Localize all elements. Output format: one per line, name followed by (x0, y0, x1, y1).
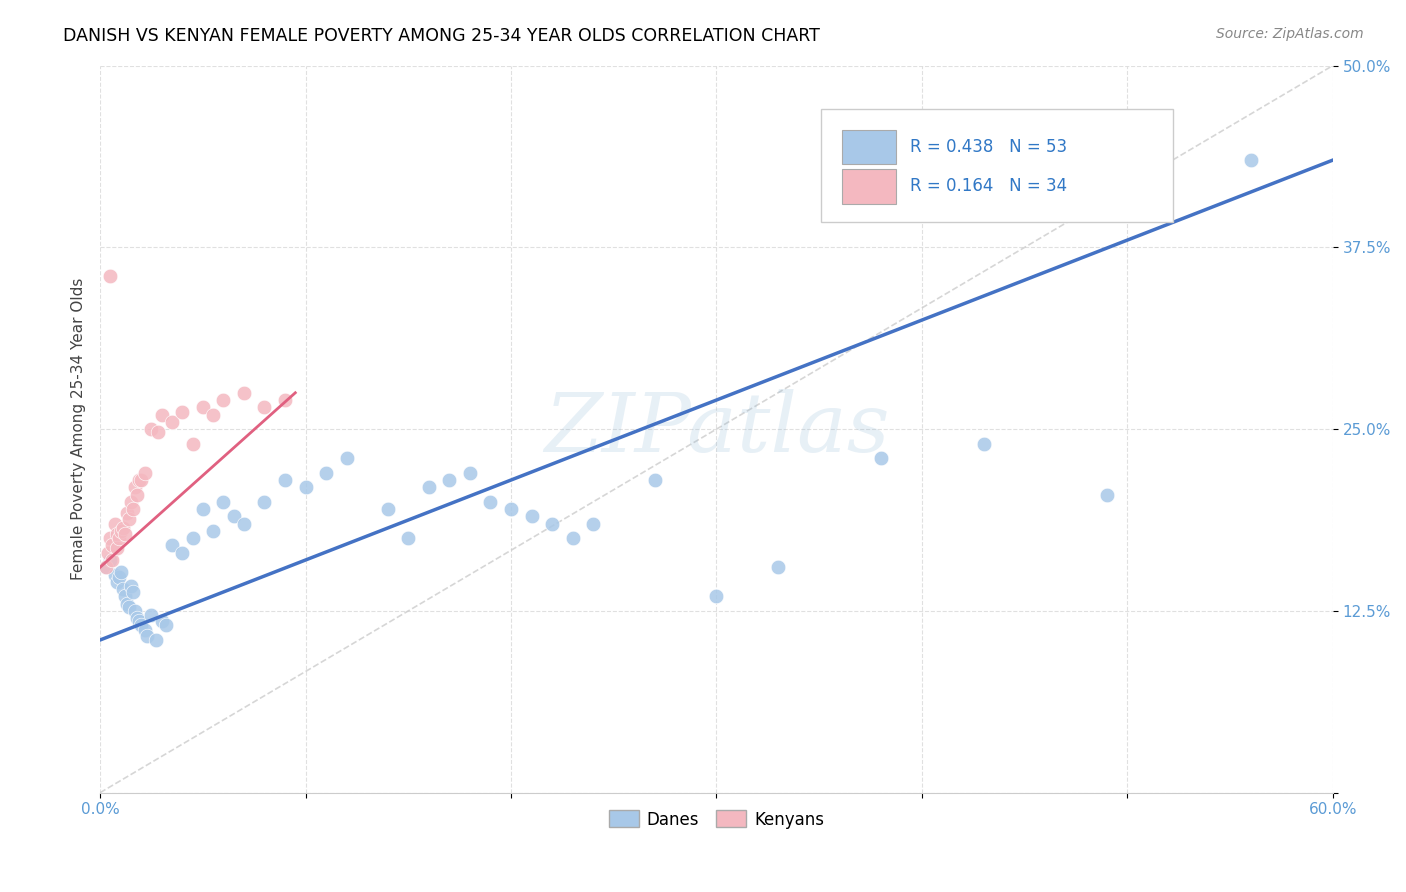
Point (110, 524, 132, 538)
Point (127, 487, 149, 501)
Point (202, 524, 225, 538)
Point (114, 590, 136, 604)
Point (141, 422, 163, 436)
Point (124, 480, 146, 494)
FancyBboxPatch shape (842, 129, 897, 164)
Point (122, 502, 145, 516)
Point (418, 480, 440, 494)
Point (103, 516, 125, 531)
Point (172, 546, 194, 560)
Text: R = 0.438   N = 53: R = 0.438 N = 53 (910, 138, 1067, 156)
Point (212, 392, 235, 407)
Point (869, 451, 891, 466)
Point (129, 473, 152, 487)
Point (105, 526, 128, 541)
Point (122, 585, 145, 599)
Point (128, 473, 150, 487)
Point (499, 502, 522, 516)
Point (96, 560, 118, 574)
Point (105, 541, 128, 556)
Point (115, 597, 138, 611)
Point (111, 521, 134, 535)
Point (561, 531, 583, 545)
Point (124, 604, 146, 618)
Point (101, 538, 124, 552)
Point (644, 473, 666, 487)
FancyBboxPatch shape (821, 109, 1173, 222)
Point (253, 401, 276, 415)
Point (129, 618, 152, 632)
Point (232, 516, 254, 531)
Point (541, 516, 564, 531)
Point (146, 425, 169, 439)
Point (315, 466, 337, 480)
Point (1095, 487, 1118, 501)
Point (118, 512, 141, 526)
Point (191, 401, 214, 415)
Point (111, 582, 134, 596)
Point (294, 480, 316, 494)
FancyBboxPatch shape (842, 169, 897, 203)
Point (160, 415, 183, 429)
Point (172, 405, 194, 419)
Point (222, 509, 245, 524)
Point (253, 495, 276, 509)
Y-axis label: Female Poverty Among 25-34 Year Olds: Female Poverty Among 25-34 Year Olds (72, 278, 86, 581)
Point (479, 495, 502, 509)
Point (766, 560, 789, 574)
Point (115, 507, 138, 521)
Point (155, 618, 177, 632)
Point (105, 574, 128, 589)
Text: ZIPatlas: ZIPatlas (544, 389, 889, 469)
Point (128, 614, 150, 628)
Point (136, 629, 159, 643)
Point (100, 531, 122, 545)
Point (274, 473, 297, 487)
Point (145, 632, 167, 647)
Point (110, 565, 132, 579)
Point (274, 392, 297, 407)
Point (973, 436, 995, 450)
Text: R = 0.164   N = 34: R = 0.164 N = 34 (910, 178, 1067, 195)
Point (520, 509, 543, 524)
Point (101, 553, 124, 567)
Point (118, 599, 141, 614)
Point (458, 466, 481, 480)
Point (1239, 153, 1261, 168)
Text: DANISH VS KENYAN FEMALE POVERTY AMONG 25-34 YEAR OLDS CORRELATION CHART: DANISH VS KENYAN FEMALE POVERTY AMONG 25… (63, 27, 820, 45)
Point (107, 531, 129, 545)
Point (336, 451, 359, 466)
Point (141, 608, 163, 623)
Point (377, 502, 399, 516)
Point (134, 466, 156, 480)
Point (160, 538, 183, 552)
Point (191, 502, 214, 516)
Point (396, 531, 419, 545)
Text: Source: ZipAtlas.com: Source: ZipAtlas.com (1216, 27, 1364, 41)
Point (202, 408, 225, 422)
Point (100, 553, 122, 567)
Point (127, 611, 149, 625)
Point (97, 546, 120, 560)
Point (150, 408, 173, 422)
Point (107, 570, 129, 584)
Point (212, 495, 235, 509)
Point (96, 560, 118, 574)
Point (103, 567, 125, 582)
Point (232, 385, 254, 400)
Point (114, 526, 136, 541)
Point (134, 623, 156, 637)
Point (100, 269, 122, 284)
Point (120, 495, 142, 509)
Point (439, 473, 461, 487)
Legend: Danes, Kenyans: Danes, Kenyans (602, 804, 831, 835)
Point (582, 516, 605, 531)
Point (181, 531, 204, 545)
Point (706, 590, 728, 604)
Point (120, 579, 142, 593)
Point (150, 614, 173, 628)
Point (181, 436, 204, 450)
